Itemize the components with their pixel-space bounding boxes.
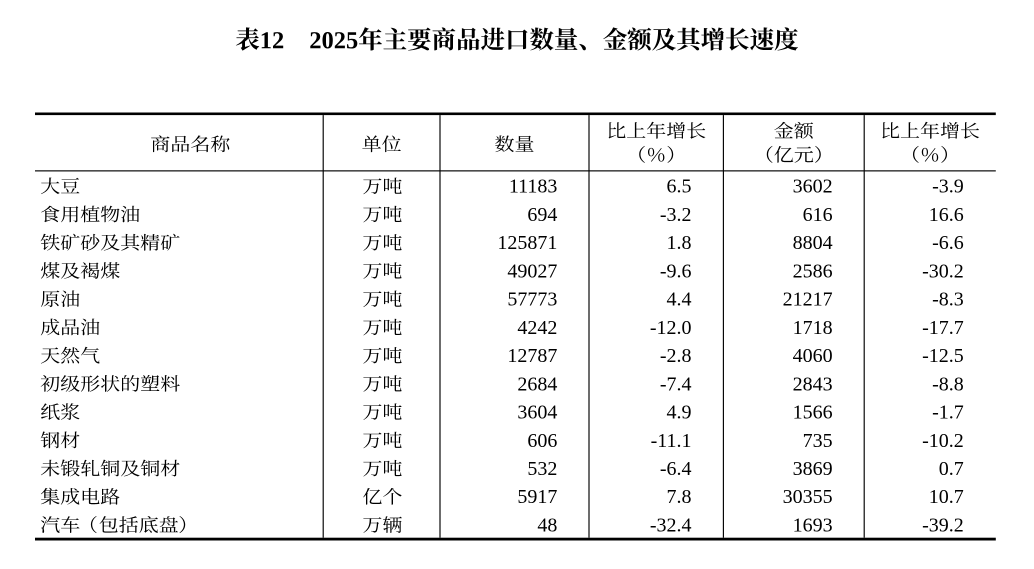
svg-text:57773: 57773 xyxy=(507,289,557,311)
svg-text:-3.2: -3.2 xyxy=(660,204,692,226)
svg-text:8804: 8804 xyxy=(793,232,833,254)
svg-text:-30.2: -30.2 xyxy=(922,260,964,282)
svg-text:2843: 2843 xyxy=(793,373,833,395)
svg-text:1718: 1718 xyxy=(793,317,833,339)
svg-text:1693: 1693 xyxy=(793,515,833,537)
svg-text:-12.0: -12.0 xyxy=(650,317,692,339)
svg-text:4242: 4242 xyxy=(517,317,557,339)
svg-text:-11.1: -11.1 xyxy=(651,430,692,452)
svg-text:694: 694 xyxy=(527,204,557,226)
svg-text:1.8: 1.8 xyxy=(667,232,692,254)
svg-text:-6.6: -6.6 xyxy=(932,232,964,254)
svg-text:-6.4: -6.4 xyxy=(660,458,692,480)
svg-text:49027: 49027 xyxy=(507,260,557,282)
svg-text:2586: 2586 xyxy=(793,260,833,282)
svg-text:-8.8: -8.8 xyxy=(932,373,964,395)
svg-text:21217: 21217 xyxy=(783,289,833,311)
svg-text:6.5: 6.5 xyxy=(667,176,692,198)
svg-text:-3.9: -3.9 xyxy=(932,176,964,198)
svg-text:48: 48 xyxy=(537,515,557,537)
svg-text:-9.6: -9.6 xyxy=(660,260,692,282)
svg-text:616: 616 xyxy=(803,204,833,226)
svg-text:-32.4: -32.4 xyxy=(650,515,692,537)
svg-text:-12.5: -12.5 xyxy=(922,345,964,367)
svg-text:16.6: 16.6 xyxy=(929,204,964,226)
svg-text:0.7: 0.7 xyxy=(939,458,964,480)
svg-text:-7.4: -7.4 xyxy=(660,373,692,395)
svg-text:4060: 4060 xyxy=(793,345,833,367)
svg-text:606: 606 xyxy=(527,430,557,452)
svg-text:-17.7: -17.7 xyxy=(922,317,964,339)
svg-text:7.8: 7.8 xyxy=(667,486,692,508)
svg-text:4.4: 4.4 xyxy=(667,289,692,311)
svg-text:10.7: 10.7 xyxy=(929,486,964,508)
svg-text:1566: 1566 xyxy=(793,402,833,424)
svg-text:-2.8: -2.8 xyxy=(660,345,692,367)
svg-text:12787: 12787 xyxy=(507,345,557,367)
svg-text:-8.3: -8.3 xyxy=(932,289,964,311)
svg-text:2684: 2684 xyxy=(517,373,557,395)
svg-text:-10.2: -10.2 xyxy=(922,430,964,452)
svg-text:5917: 5917 xyxy=(517,486,557,508)
svg-text:11183: 11183 xyxy=(509,176,558,198)
svg-text:3602: 3602 xyxy=(793,176,833,198)
svg-text:3604: 3604 xyxy=(517,402,557,424)
svg-text:-1.7: -1.7 xyxy=(932,402,964,424)
svg-text:532: 532 xyxy=(527,458,557,480)
svg-text:735: 735 xyxy=(803,430,833,452)
svg-text:4.9: 4.9 xyxy=(667,402,692,424)
svg-text:30355: 30355 xyxy=(783,486,833,508)
svg-text:125871: 125871 xyxy=(497,232,557,254)
svg-text:3869: 3869 xyxy=(793,458,833,480)
svg-text:-39.2: -39.2 xyxy=(922,515,964,537)
